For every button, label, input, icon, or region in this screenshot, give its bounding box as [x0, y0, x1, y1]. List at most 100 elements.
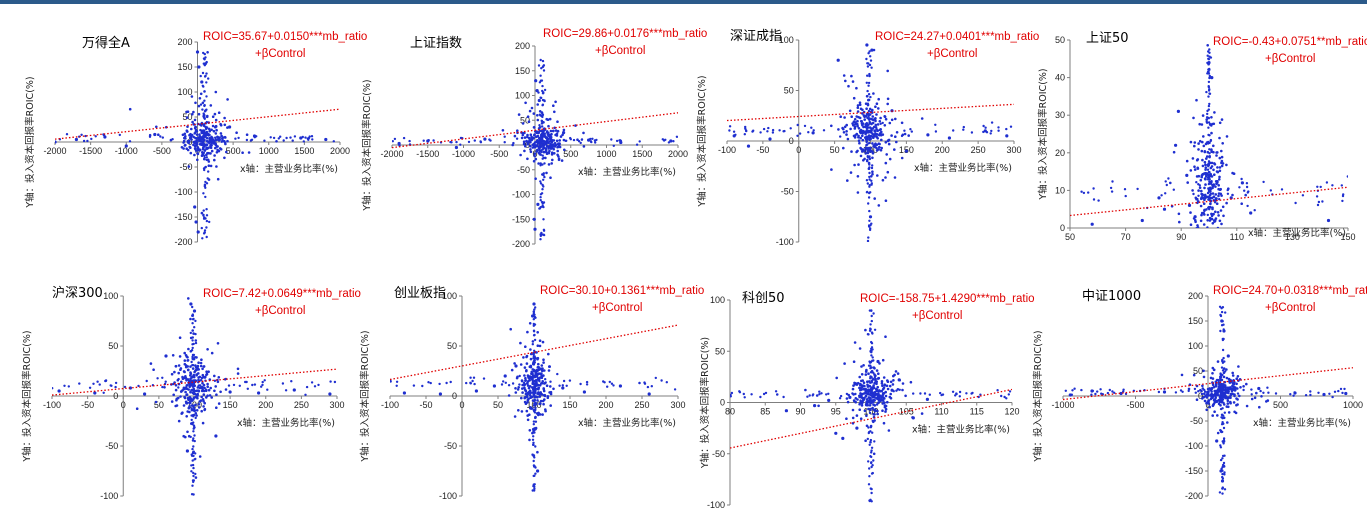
data-point: [82, 139, 86, 143]
equation-suffix: +βControl: [255, 305, 305, 317]
data-point: [858, 402, 861, 406]
data-point: [526, 418, 530, 422]
data-point: [997, 129, 1000, 132]
data-point: [1214, 229, 1217, 232]
data-point: [192, 424, 196, 427]
y-tick-label: 50: [784, 86, 794, 96]
y-tick-label: 50: [1193, 366, 1203, 376]
regression-line: [55, 108, 340, 140]
data-point: [845, 130, 848, 133]
data-point: [534, 157, 538, 161]
data-point: [1216, 170, 1220, 174]
data-point: [990, 129, 993, 133]
header-rule: [0, 0, 1367, 4]
data-point: [866, 143, 869, 146]
data-point: [190, 464, 193, 467]
data-point: [1122, 390, 1125, 393]
data-point: [260, 385, 263, 388]
outlier-point: [669, 139, 673, 143]
data-point: [868, 404, 872, 407]
data-point: [525, 362, 529, 365]
data-point: [180, 380, 183, 384]
data-point: [516, 388, 520, 391]
data-point: [885, 153, 888, 156]
data-point: [857, 115, 860, 119]
data-point: [1233, 394, 1236, 398]
data-point: [869, 426, 873, 429]
data-point: [189, 331, 192, 335]
data-point: [500, 383, 504, 386]
data-point: [216, 148, 219, 152]
data-point: [870, 319, 873, 323]
y-tick-label: -200: [512, 239, 530, 249]
x-tick-label: 150: [562, 400, 577, 410]
data-point: [192, 332, 195, 335]
data-point: [148, 135, 152, 138]
x-tick-label: 90: [795, 407, 805, 417]
data-point: [764, 391, 768, 395]
data-point: [1219, 444, 1222, 447]
data-point: [524, 392, 528, 396]
data-point: [531, 431, 534, 435]
data-point: [1218, 156, 1222, 160]
data-point: [533, 383, 536, 387]
data-point: [1213, 162, 1216, 165]
data-point: [595, 138, 598, 142]
data-point: [1221, 463, 1225, 467]
data-point: [864, 439, 867, 443]
data-point: [1206, 168, 1210, 171]
data-point: [187, 297, 190, 300]
data-point: [179, 395, 182, 398]
data-point: [1242, 388, 1245, 392]
data-point: [199, 399, 203, 402]
data-point: [830, 168, 833, 171]
data-point: [187, 368, 190, 372]
data-point: [861, 392, 864, 396]
data-point: [241, 151, 244, 154]
data-point: [872, 371, 875, 374]
outlier-point: [197, 65, 201, 69]
data-point: [869, 371, 873, 374]
data-point: [877, 372, 880, 376]
data-point: [873, 130, 877, 133]
data-point: [531, 375, 535, 378]
data-point: [1172, 188, 1176, 191]
data-point: [539, 238, 542, 241]
data-point: [191, 404, 194, 407]
data-point: [1124, 194, 1127, 198]
data-point: [877, 389, 881, 392]
data-point: [1080, 388, 1083, 392]
data-point: [205, 115, 209, 119]
data-point: [873, 328, 877, 331]
data-point: [210, 143, 213, 146]
data-point: [870, 179, 873, 182]
data-point: [545, 171, 548, 175]
data-point: [524, 376, 527, 380]
data-point: [743, 133, 746, 136]
data-point: [205, 81, 208, 84]
data-point: [866, 65, 870, 68]
data-point: [866, 239, 870, 242]
data-point: [870, 449, 873, 452]
data-point: [186, 125, 189, 128]
data-point: [1218, 121, 1222, 125]
data-point: [873, 413, 876, 416]
x-tick-label: -1500: [79, 146, 102, 156]
y-tick-label: -50: [105, 441, 118, 451]
data-point: [503, 135, 506, 138]
data-point: [886, 97, 890, 101]
data-point: [1207, 121, 1211, 124]
outlier-point: [324, 137, 328, 142]
data-point: [1218, 219, 1222, 223]
data-point: [554, 133, 557, 137]
data-point: [310, 135, 314, 138]
data-point: [534, 406, 537, 409]
data-point: [193, 389, 196, 392]
data-point: [1207, 80, 1211, 84]
data-point: [511, 143, 514, 147]
data-point: [562, 379, 566, 383]
data-point: [1208, 248, 1211, 251]
data-point: [883, 124, 887, 127]
data-point: [1215, 197, 1218, 200]
